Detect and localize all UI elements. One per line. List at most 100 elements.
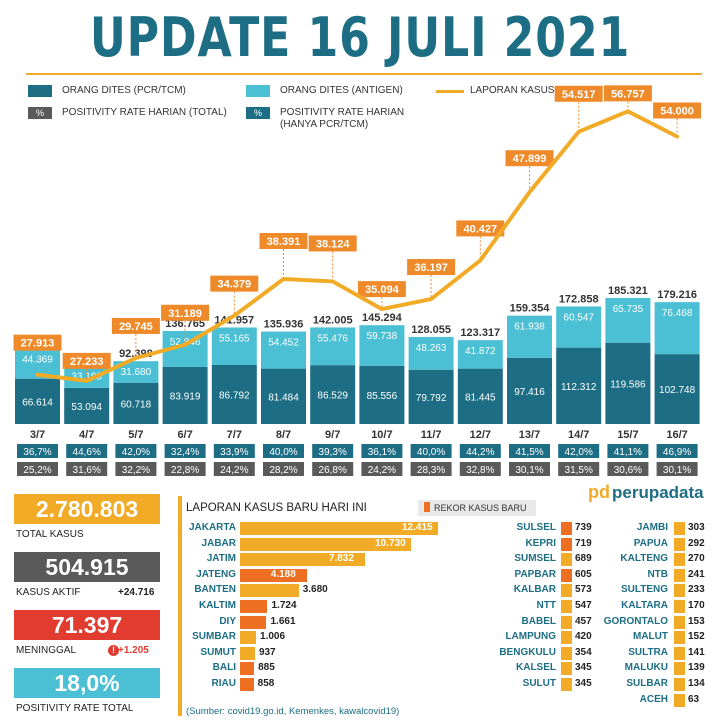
label-total-9/7: 142.005 — [313, 314, 353, 326]
case-value-sulbar: 134 — [688, 678, 705, 689]
bar-antigen-8/7 — [261, 331, 306, 369]
case-value-kalbar: 573 — [575, 584, 592, 596]
case-value-sulut: 345 — [575, 678, 592, 689]
case-prov-kalteng: KALTENG — [620, 553, 668, 565]
case-prov-banten: BANTEN — [194, 584, 236, 596]
pos-pcr-8/7: 40,0% — [269, 447, 297, 458]
pos-total-15/7: 30,6% — [614, 465, 642, 476]
stat-value-1: 2.780.803 — [14, 494, 160, 524]
case-bar-riau — [240, 678, 254, 691]
page-title: UPDATE 16 JULI 2021 — [89, 6, 631, 69]
case-value-sulteng: 233 — [688, 584, 705, 596]
pos-pcr-11/7: 40,0% — [417, 447, 445, 458]
bar-pcr-15/7 — [605, 342, 651, 424]
case-bar-sulteng — [674, 584, 685, 598]
tick-10/7: 10/7 — [371, 429, 392, 441]
legend-swatch-pos-total: % — [28, 107, 52, 119]
pos-pcr-box-7/7 — [213, 444, 255, 458]
case-bar-lampung — [561, 631, 572, 645]
line-label-box-3/7 — [13, 334, 62, 351]
label-total-15/7: 185.321 — [608, 285, 648, 297]
bar-pcr-13/7 — [507, 357, 552, 424]
case-bar-banten — [240, 584, 299, 598]
line-label-box-8/7 — [259, 233, 308, 250]
line-label-box-9/7 — [308, 235, 357, 252]
pos-total-box-5/7 — [115, 462, 157, 476]
stat-label-2: KASUS AKTIF — [16, 587, 81, 598]
bar-antigen-4/7 — [64, 365, 110, 388]
line-label-box-14/7 — [554, 85, 603, 102]
bar-antigen-16/7 — [654, 302, 700, 355]
stat-label-3: MENINGGAL — [16, 645, 77, 656]
pos-total-box-7/7 — [213, 462, 255, 476]
pos-pcr-3/7: 36,7% — [23, 447, 51, 458]
bar-pcr-14/7 — [556, 347, 602, 424]
pos-pcr-box-13/7 — [509, 444, 550, 458]
case-value-kepri: 719 — [575, 537, 592, 549]
pos-pcr-box-15/7 — [607, 444, 649, 458]
legend-swatch-pcr — [28, 85, 52, 97]
bar-antigen-10/7 — [359, 325, 405, 366]
cases-divider — [178, 496, 182, 716]
label-total-8/7: 135.936 — [264, 319, 304, 331]
pos-pcr-box-12/7 — [459, 444, 501, 458]
case-prov-sulsel: SULSEL — [516, 522, 556, 533]
legend-swatch-line — [436, 90, 464, 93]
case-bar-jakarta — [240, 522, 438, 535]
case-prov-sulut: SULUT — [522, 678, 556, 689]
line-label-box-7/7 — [210, 275, 259, 292]
case-bar-kaltim — [240, 600, 268, 613]
case-value-bengkulu: 354 — [575, 646, 592, 658]
pos-total-box-3/7 — [17, 462, 58, 476]
pos-total-box-14/7 — [558, 462, 600, 476]
case-bar-kalteng — [674, 553, 685, 567]
tick-7/7: 7/7 — [227, 429, 242, 441]
case-value-jabar: 10.730 — [375, 537, 406, 549]
case-bar-ntb — [674, 568, 685, 582]
case-value-riau: 858 — [257, 678, 275, 689]
pos-pcr-box-16/7 — [656, 444, 698, 458]
case-prov-ntb: NTB — [647, 568, 668, 580]
case-bar-jateng — [240, 568, 307, 582]
case-value-papua: 292 — [688, 537, 705, 549]
line-label-box-11/7 — [407, 259, 456, 276]
case-value-jateng: 4.188 — [270, 568, 296, 580]
legend-label-pos-pcr-1: POSITIVITY RATE HARIAN — [280, 107, 405, 118]
label-antigen-9/7: 55.476 — [317, 333, 348, 344]
pos-total-5/7: 32,2% — [122, 465, 150, 476]
case-bar-babel — [561, 615, 572, 629]
bar-pcr-4/7 — [64, 387, 110, 424]
line-label-12/7: 40.427 — [463, 223, 497, 235]
legend-label-pos-pcr: POSITIVITY RATE HARIAN (HANYA PCR/TCM) — [280, 107, 404, 131]
stat-value-4: 18,0% — [14, 668, 160, 698]
case-value-sumsel: 689 — [575, 553, 592, 565]
line-label-14/7: 54.517 — [562, 89, 596, 101]
bar-pcr-8/7 — [261, 368, 306, 424]
pos-total-14/7: 31,5% — [565, 465, 593, 476]
case-value-jakarta: 12.415 — [402, 522, 433, 533]
case-value-babel: 457 — [575, 615, 592, 627]
bar-pcr-9/7 — [310, 365, 356, 424]
legend-label-pos-pcr-2: (HANYA PCR/TCM) — [280, 119, 369, 130]
stat-label-1: TOTAL KASUS — [16, 529, 84, 540]
label-pcr-12/7: 81.445 — [465, 392, 496, 403]
case-bar-sulbar — [674, 678, 685, 691]
tick-12/7: 12/7 — [470, 429, 491, 441]
pos-total-box-13/7 — [509, 462, 550, 476]
line-label-box-4/7 — [62, 352, 111, 369]
case-bar-sumsel — [561, 553, 572, 567]
pos-pcr-box-6/7 — [164, 444, 206, 458]
case-bar-bengkulu — [561, 646, 572, 660]
label-antigen-4/7: 33.198 — [71, 371, 102, 382]
record-legend: REKOR KASUS BARU — [418, 500, 536, 516]
pos-total-4/7: 31,6% — [73, 465, 101, 476]
case-bar-kepri — [561, 537, 572, 551]
label-pcr-14/7: 112.312 — [561, 382, 597, 393]
pos-pcr-box-8/7 — [263, 444, 304, 458]
legend-label-antigen: ORANG DITES (ANTIGEN) — [280, 85, 403, 96]
bar-pcr-7/7 — [211, 364, 257, 424]
stat-delta-2: +24.716 — [118, 587, 155, 598]
source-note: (Sumber: covid19.go.id, Kemenkes, kawalc… — [186, 706, 400, 717]
case-value-sumbar: 1.006 — [260, 631, 286, 643]
pos-pcr-9/7: 39,3% — [319, 447, 347, 458]
